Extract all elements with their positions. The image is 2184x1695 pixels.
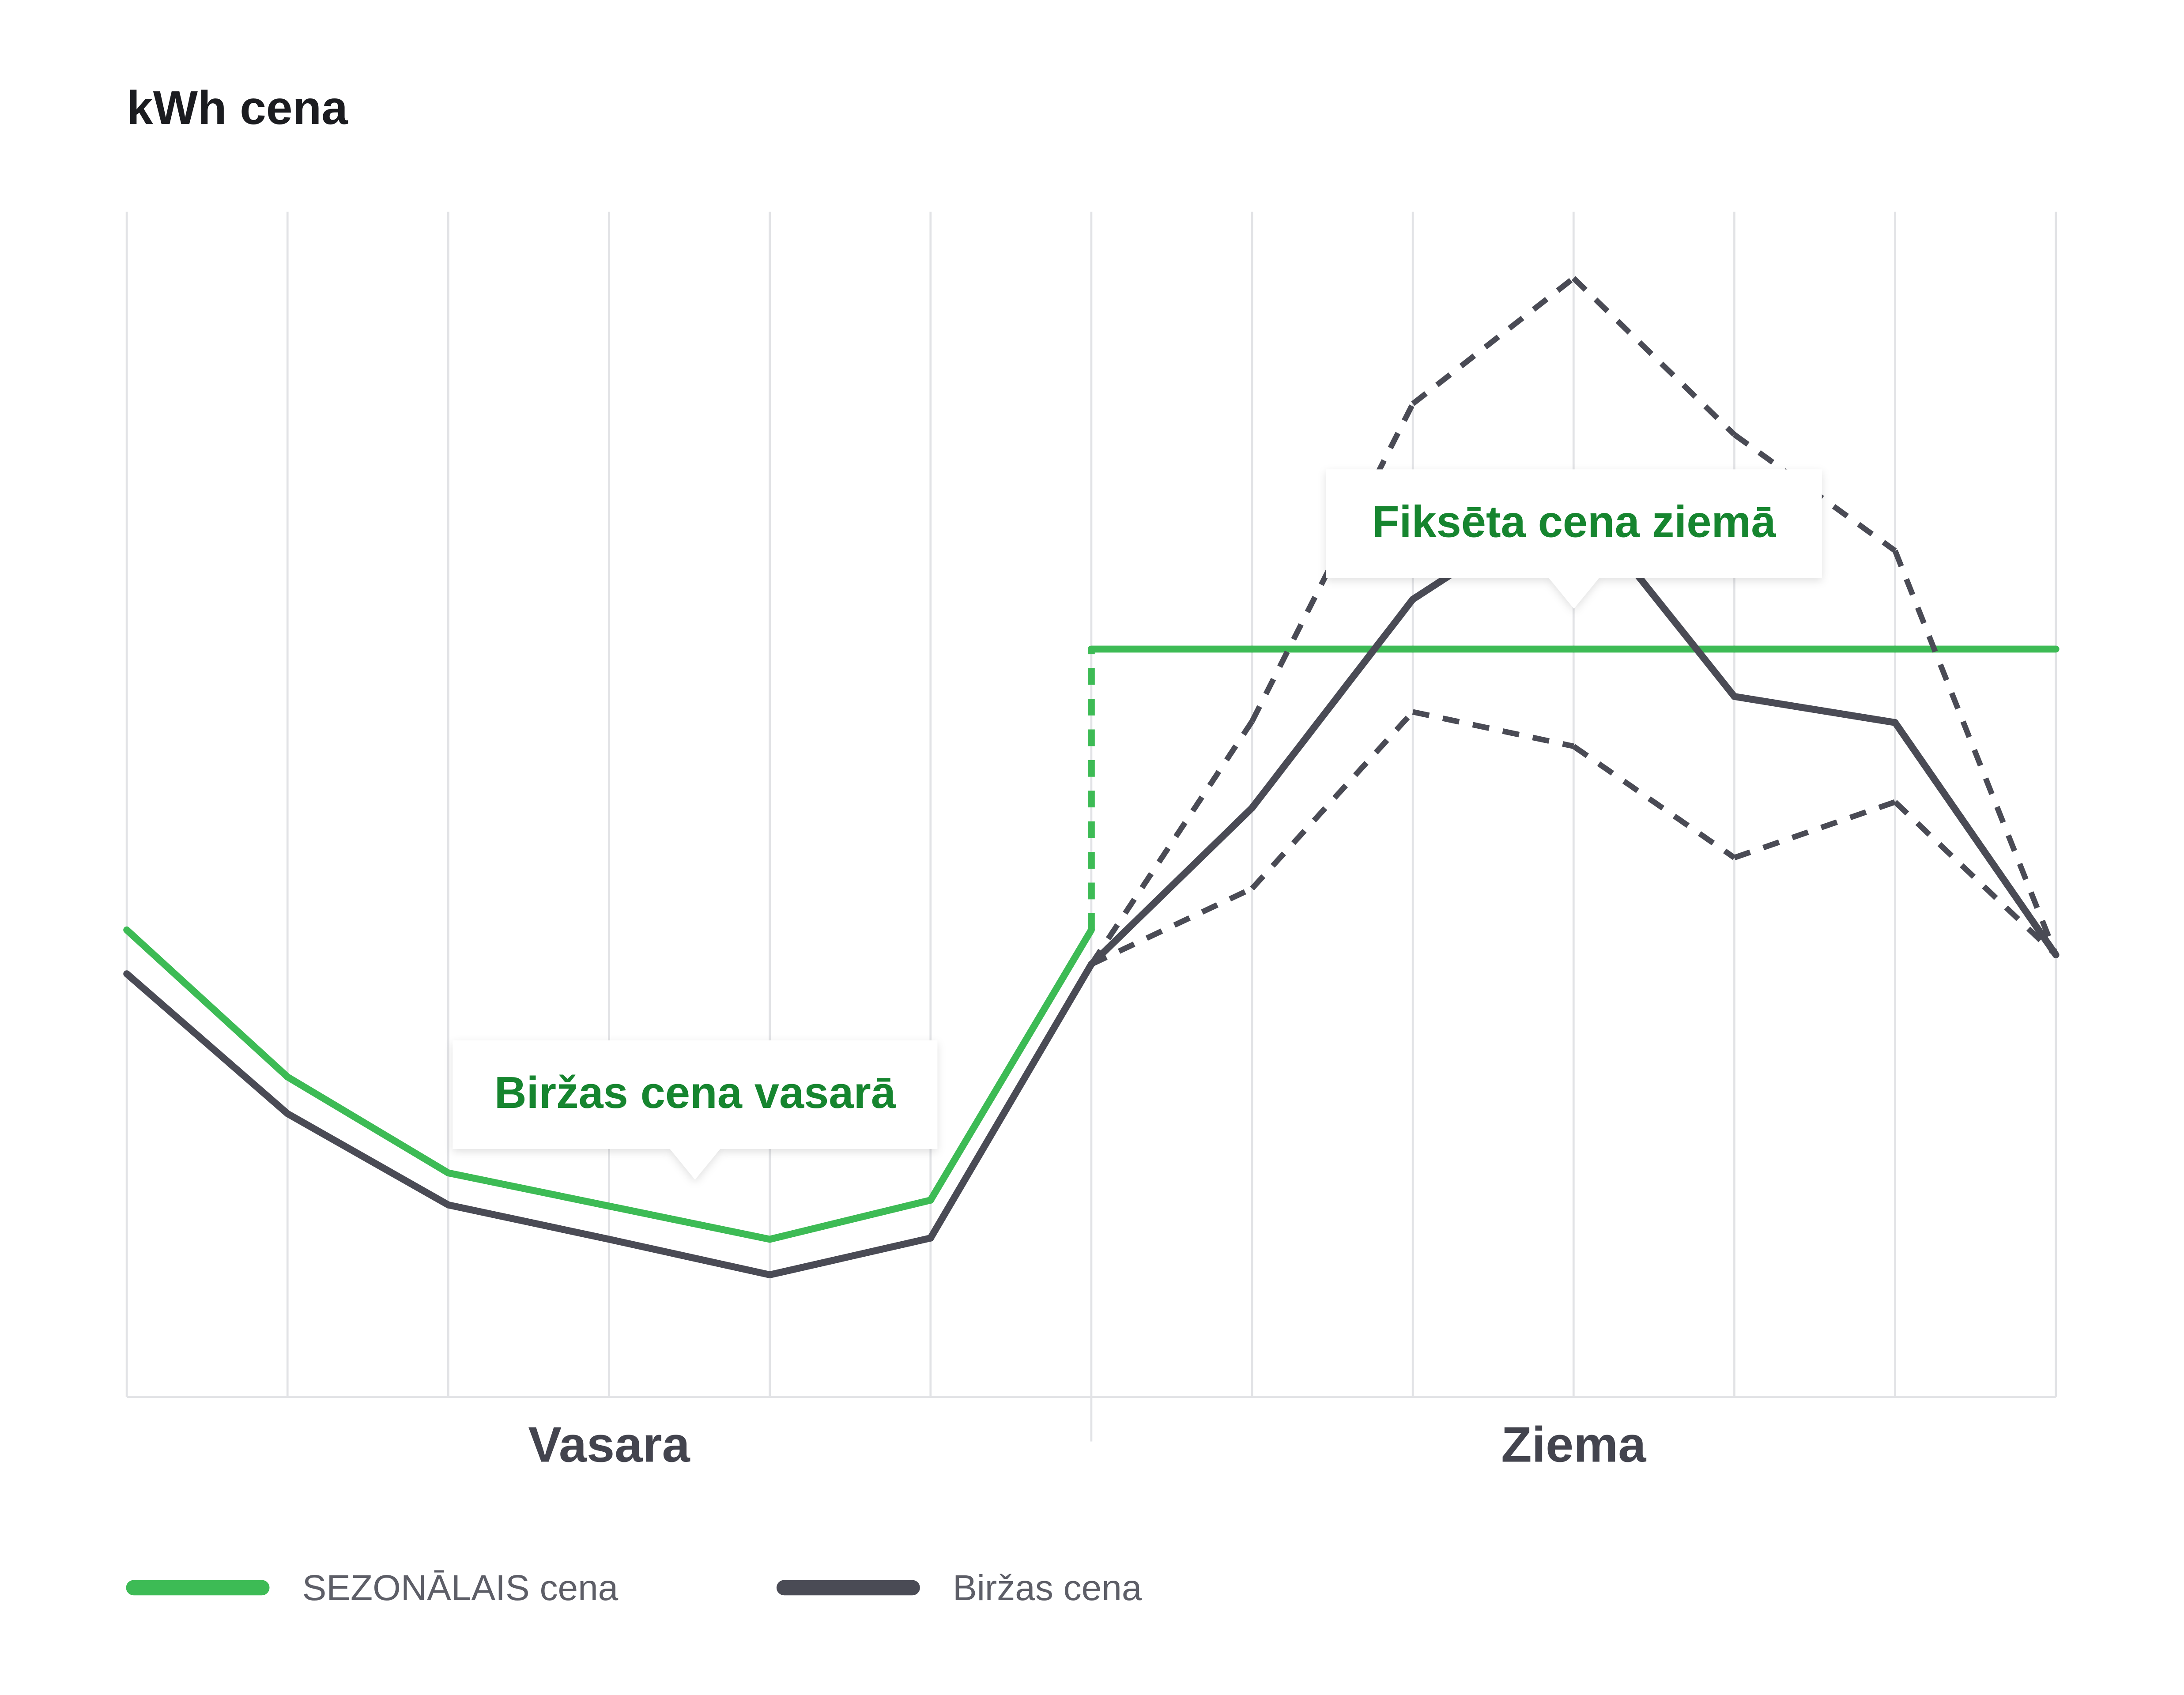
line-segment [766,1197,934,1243]
line-segment [1249,595,1417,812]
line-segment [445,1169,613,1210]
line-segment [927,960,1095,1242]
line-segment [123,970,291,1117]
scenario-line-segment [1412,709,1574,749]
x-category-label: Vasara [528,1416,690,1473]
line-segment [284,1073,452,1177]
legend-label: Biržas cena [953,1568,1142,1608]
annotation-box [453,1040,938,1180]
annotation-text: Fiksēta cena ziemā [1372,497,1776,546]
line-segment [1088,804,1256,968]
scenario-line-segment [1250,710,1415,891]
line-segment [1891,719,2060,959]
annotation-box [1326,469,1822,609]
scenario-line-segment [1411,276,1576,406]
scenario-line-segment [1572,744,1736,860]
line-segment [1731,693,1899,726]
annotation [453,1040,938,1180]
legend-label: SEZONĀLAIS cena [302,1568,619,1608]
line-segment [123,926,291,1081]
scenario-line-segment [1893,800,2058,957]
line-segment [284,1110,452,1209]
scenario-line-segment [1571,276,1736,437]
scenario-line-segment [1892,550,2059,956]
annotation [1326,469,1822,609]
line-segment [445,1201,613,1243]
line-segment [927,926,1095,1204]
annotation-text: Biržas cena vasarā [494,1068,896,1118]
line-segment [605,1202,773,1243]
scenario-line-segment [1089,719,1255,966]
chart-title: kWh cena [127,81,348,134]
line-segment [605,1235,773,1278]
scenario-line-segment [1733,799,1896,860]
x-category-label: Ziema [1501,1416,1646,1473]
line-segment [766,1234,934,1278]
